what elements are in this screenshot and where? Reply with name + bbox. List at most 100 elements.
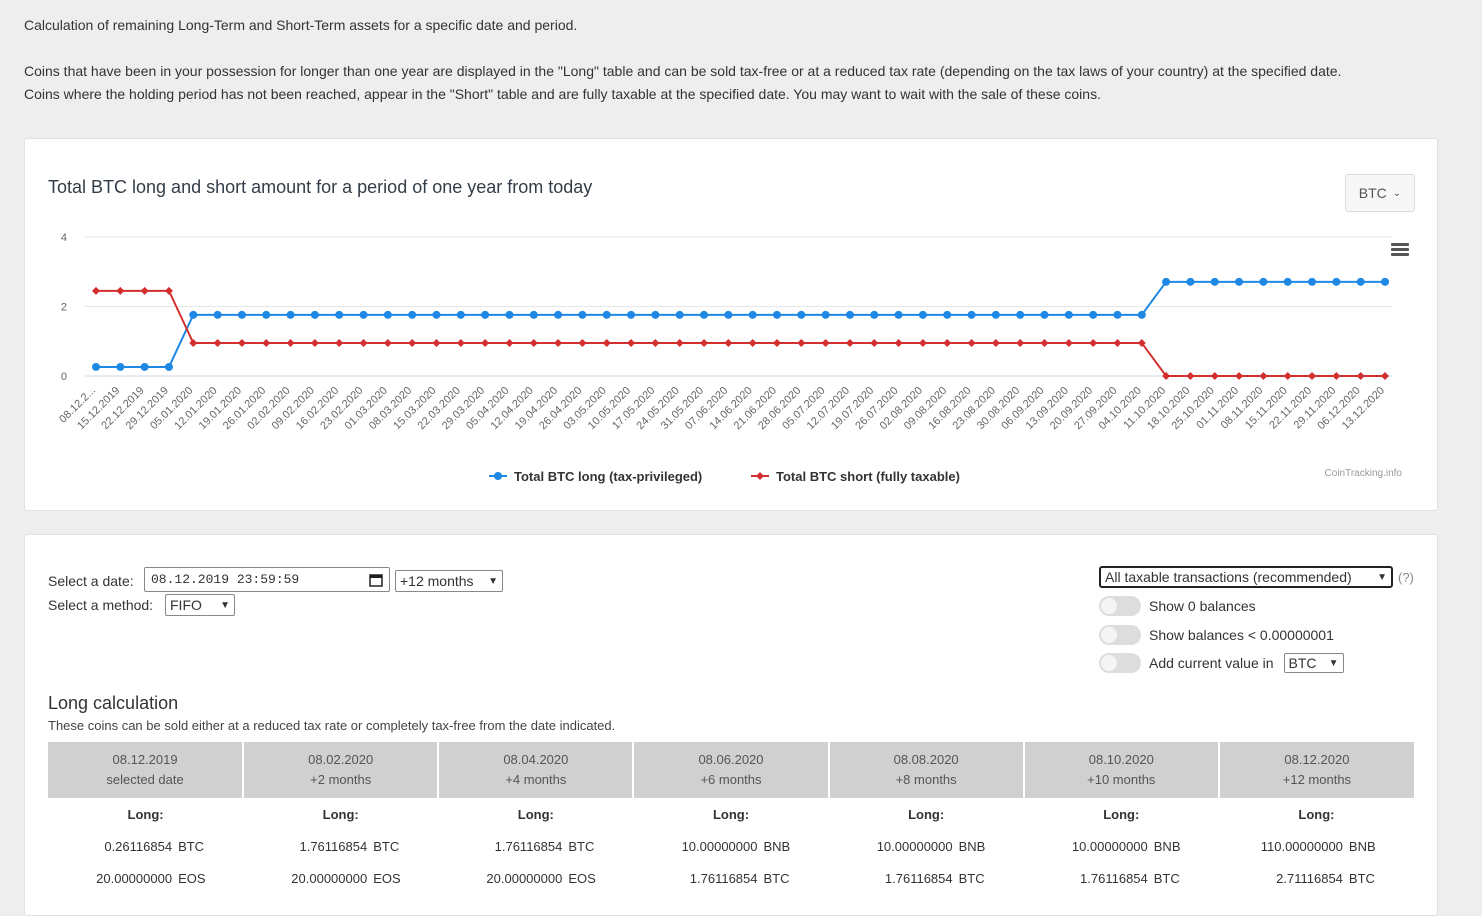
data-point xyxy=(1137,338,1146,347)
data-point xyxy=(1381,277,1389,286)
data-point xyxy=(1235,277,1244,286)
data-point xyxy=(310,310,319,319)
data-point xyxy=(1308,277,1317,286)
column-date: 08.12.2020 xyxy=(1284,752,1350,767)
data-point xyxy=(481,310,490,319)
hamburger-menu-icon[interactable] xyxy=(1391,243,1409,257)
column-date: 08.04.2020 xyxy=(503,752,569,767)
data-point xyxy=(286,310,295,319)
intro-line-3: Coins where the holding period has not b… xyxy=(24,86,1101,102)
column-header: 08.06.2020 +6 months xyxy=(633,742,830,798)
data-point xyxy=(92,286,100,295)
date-label: Select a date: xyxy=(48,573,134,589)
data-point xyxy=(918,310,927,319)
data-point xyxy=(505,338,514,347)
data-point xyxy=(164,286,173,295)
method-select[interactable]: FIFO ▼ xyxy=(165,594,235,616)
data-point xyxy=(529,338,538,347)
amount: 20.00000000 xyxy=(96,870,173,886)
data-point xyxy=(821,338,830,347)
long-label: Long: xyxy=(243,798,439,830)
table-cell: 1.76116854 BTC xyxy=(243,830,439,862)
amount: 1.76116854 xyxy=(299,838,368,854)
column-offset: +4 months xyxy=(505,772,567,787)
period-value: +12 months xyxy=(400,573,474,589)
table-row: 20.00000000 EOS 20.00000000 EOS 20.00000000 E… xyxy=(48,862,1414,894)
add-current-value-label: Add current value in xyxy=(1149,655,1274,671)
data-point xyxy=(821,310,830,319)
data-point xyxy=(918,338,927,347)
show-zero-balances-toggle[interactable] xyxy=(1099,596,1141,616)
currency-code: BTC xyxy=(373,838,400,854)
help-icon[interactable]: (?) xyxy=(1398,570,1414,585)
data-point xyxy=(651,338,660,347)
legend-marker xyxy=(756,472,764,480)
chart-title: Total BTC long and short amount for a pe… xyxy=(48,177,593,197)
data-point xyxy=(1064,338,1073,347)
long-label: Long: xyxy=(48,798,244,830)
add-current-value-toggle[interactable] xyxy=(1099,653,1141,673)
column-offset: +10 months xyxy=(1087,772,1156,787)
data-point xyxy=(1235,372,1244,380)
data-point xyxy=(578,338,587,347)
data-point xyxy=(967,338,976,347)
column-header: 08.08.2020 +8 months xyxy=(828,742,1025,798)
amount: 20.00000000 xyxy=(291,870,368,886)
data-point xyxy=(772,338,781,347)
add-current-value-row: Add current value in BTC ▼ xyxy=(1099,653,1344,673)
table-cell: 1.76116854 BTC xyxy=(1023,862,1219,894)
transaction-filter-select[interactable]: All taxable transactions (recommended) ▼ xyxy=(1099,566,1393,588)
data-point xyxy=(1210,277,1219,286)
currency-code: BTC xyxy=(568,838,595,854)
intro-line-1: Calculation of remaining Long-Term and S… xyxy=(24,17,578,33)
show-small-balances-toggle[interactable] xyxy=(1099,625,1141,645)
column-offset: +6 months xyxy=(700,772,762,787)
data-point xyxy=(262,338,271,347)
currency-select[interactable]: BTC ▼ xyxy=(1283,653,1344,673)
data-point xyxy=(894,338,903,347)
data-point xyxy=(432,338,441,347)
table-cell: 110.00000000 BNB xyxy=(1218,830,1414,862)
data-point xyxy=(1381,372,1389,380)
chevron-down-icon: ▼ xyxy=(1328,657,1339,669)
data-point xyxy=(870,310,879,319)
column-offset: +2 months xyxy=(310,772,372,787)
data-point xyxy=(1283,277,1292,286)
data-point xyxy=(748,338,757,347)
data-point xyxy=(845,338,854,347)
table-cell: 2.71116854 BTC xyxy=(1218,862,1414,894)
data-point xyxy=(1113,338,1122,347)
data-point xyxy=(408,338,417,347)
data-point xyxy=(554,338,563,347)
data-point xyxy=(505,310,514,319)
calendar-icon[interactable] xyxy=(369,573,383,587)
long-label: Long: xyxy=(828,798,1024,830)
intro-text: Calculation of remaining Long-Term and S… xyxy=(24,14,1464,106)
long-calculation-title: Long calculation xyxy=(48,693,179,713)
table-cell: 10.00000000 BNB xyxy=(1023,830,1219,862)
date-input[interactable]: 08.12.2019 23:59:59 xyxy=(144,567,390,592)
amount: 10.00000000 xyxy=(876,838,953,854)
data-point xyxy=(1040,338,1049,347)
data-point xyxy=(1210,372,1219,380)
data-point xyxy=(213,338,222,347)
data-point xyxy=(116,286,125,295)
amount: 110.00000000 xyxy=(1260,838,1343,854)
table-cell: 1.76116854 BTC xyxy=(438,830,634,862)
column-offset: +12 months xyxy=(1282,772,1352,787)
period-select[interactable]: +12 months ▼ xyxy=(395,570,503,592)
data-point xyxy=(1016,310,1025,319)
data-point xyxy=(1040,310,1049,319)
data-point xyxy=(335,338,344,347)
column-date: 08.08.2020 xyxy=(893,752,959,767)
column-header: 08.02.2020 +2 months xyxy=(243,742,440,798)
data-point xyxy=(700,338,709,347)
data-point xyxy=(845,310,854,319)
data-point xyxy=(1308,372,1317,380)
method-label: Select a method: xyxy=(48,597,154,613)
calculation-card: Select a date: 08.12.2019 23:59:59 +12 m… xyxy=(24,534,1438,916)
table-cell: 20.00000000 EOS xyxy=(438,862,634,894)
table-cell: 1.76116854 BTC xyxy=(828,862,1024,894)
coin-select[interactable]: BTC ⌄ xyxy=(1345,174,1415,212)
data-point xyxy=(140,362,149,371)
